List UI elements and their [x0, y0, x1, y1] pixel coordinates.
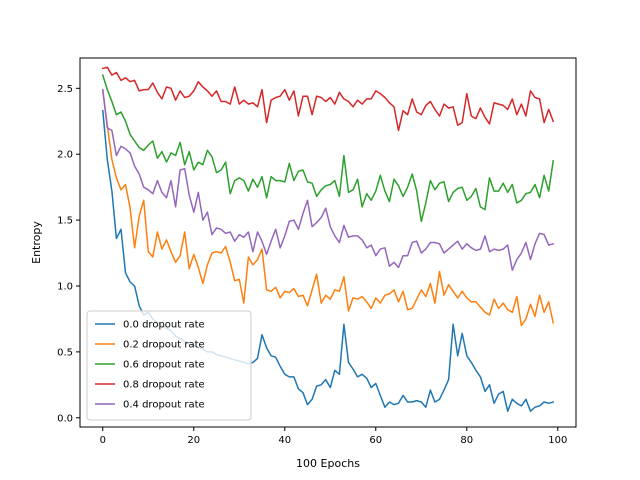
legend-label: 0.2 dropout rate — [123, 340, 205, 351]
legend-label: 0.8 dropout rate — [123, 380, 205, 391]
y-tick-label: 1.5 — [57, 216, 73, 227]
x-tick-label: 80 — [460, 435, 473, 446]
x-tick-label: 0 — [100, 435, 106, 446]
x-tick-label: 60 — [369, 435, 382, 446]
legend: 0.0 dropout rate 0.2 dropout rate 0.6 drop… — [86, 310, 252, 421]
y-tick-label: 1.0 — [57, 281, 73, 292]
series-line-1 — [101, 90, 555, 327]
legend-label: 0.0 dropout rate — [123, 320, 205, 331]
legend-box — [86, 310, 252, 421]
series-line-4 — [101, 88, 555, 271]
y-tick-label: 2.5 — [57, 84, 73, 95]
x-axis-label: 100 Epochs — [296, 457, 360, 470]
x-axis: 0 20 40 60 80 100 — [100, 427, 567, 446]
x-tick-label: 20 — [187, 435, 200, 446]
y-tick-label: 2.0 — [57, 150, 73, 161]
legend-label: 0.4 dropout rate — [123, 400, 205, 411]
y-axis: 0.0 0.5 1.0 1.5 2.0 2.5 — [57, 84, 80, 424]
legend-label: 0.6 dropout rate — [123, 360, 205, 371]
series-line-2 — [101, 74, 555, 223]
y-axis-label: Entropy — [30, 221, 43, 264]
x-tick-label: 40 — [278, 435, 291, 446]
series-line-3 — [101, 66, 555, 132]
x-tick-label: 100 — [548, 435, 567, 446]
y-tick-label: 0.0 — [57, 413, 73, 424]
plot-frame — [79, 57, 577, 428]
y-tick-label: 0.5 — [57, 347, 73, 358]
